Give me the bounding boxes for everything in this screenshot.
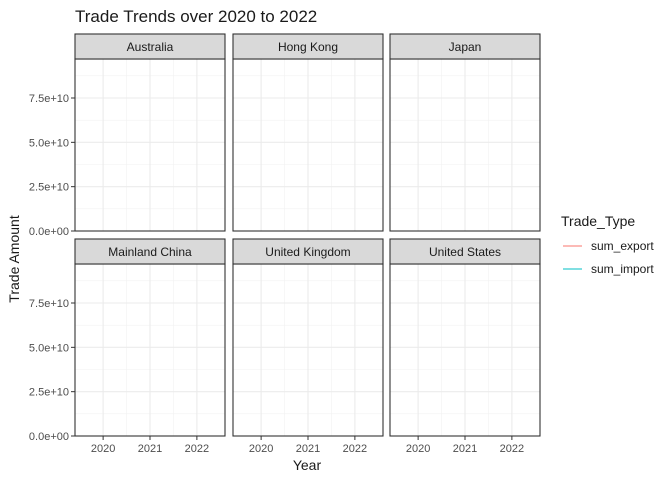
legend-label: sum_import bbox=[591, 262, 654, 276]
x-tick-label: 2022 bbox=[185, 443, 209, 455]
facet-label: United Kingdom bbox=[265, 245, 350, 259]
legend: Trade_Type sum_export sum_import bbox=[561, 213, 654, 280]
x-tick-label: 2021 bbox=[296, 443, 320, 455]
y-tick-label: 2.5e+10 bbox=[29, 387, 69, 399]
legend-label: sum_export bbox=[591, 239, 654, 253]
chart-title: Trade Trends over 2020 to 2022 bbox=[75, 7, 317, 26]
y-tick-label: 2.5e+10 bbox=[29, 182, 69, 194]
facet-panels: Australia Hong Kong Japan Mainland China Uni… bbox=[74, 33, 541, 437]
x-tick-label: 2022 bbox=[343, 443, 367, 455]
y-tick-label: 5.0e+10 bbox=[29, 137, 69, 149]
legend-item: sum_import bbox=[561, 258, 654, 280]
x-axes: 2020 2021 2022 2020 2021 2022 2020 2021 2022 bbox=[91, 436, 524, 455]
facet-strip bbox=[389, 238, 541, 265]
y-tick-label: 0.0e+00 bbox=[29, 431, 69, 443]
facet-strip bbox=[232, 238, 384, 265]
x-tick-label: 2020 bbox=[91, 443, 115, 455]
facet-panel: Hong Kong bbox=[232, 33, 384, 232]
y-axes: 0.0e+00 2.5e+10 5.0e+10 7.5e+10 0.0e+00 2.5e+… bbox=[29, 93, 75, 443]
facet-panel: United Kingdom bbox=[232, 238, 384, 437]
x-tick-label: 2022 bbox=[500, 443, 524, 455]
facet-label: Hong Kong bbox=[278, 40, 338, 54]
facet-strip bbox=[232, 33, 384, 60]
x-tick-label: 2020 bbox=[406, 443, 430, 455]
facet-panel: Mainland China bbox=[74, 238, 226, 437]
x-axis-title: Year bbox=[293, 457, 322, 473]
facet-panel: Japan bbox=[389, 33, 541, 232]
legend-item: sum_export bbox=[561, 235, 654, 257]
y-tick-label: 5.0e+10 bbox=[29, 342, 69, 354]
y-tick-label: 0.0e+00 bbox=[29, 226, 69, 238]
facet-panel: Australia bbox=[74, 33, 226, 232]
facet-strip bbox=[74, 238, 226, 265]
x-tick-label: 2021 bbox=[138, 443, 162, 455]
y-tick-label: 7.5e+10 bbox=[29, 93, 69, 105]
facet-panel: United States bbox=[389, 238, 541, 437]
x-tick-label: 2021 bbox=[453, 443, 477, 455]
facet-label: Australia bbox=[127, 40, 174, 54]
facet-label: Mainland China bbox=[108, 245, 192, 259]
facet-strip bbox=[74, 33, 226, 60]
facet-strip bbox=[389, 33, 541, 60]
y-tick-label: 7.5e+10 bbox=[29, 298, 69, 310]
y-axis-title: Trade Amount bbox=[6, 215, 22, 303]
facet-label: Japan bbox=[449, 40, 482, 54]
x-tick-label: 2020 bbox=[249, 443, 273, 455]
facet-label: United States bbox=[429, 245, 501, 259]
legend-title: Trade_Type bbox=[561, 213, 635, 229]
